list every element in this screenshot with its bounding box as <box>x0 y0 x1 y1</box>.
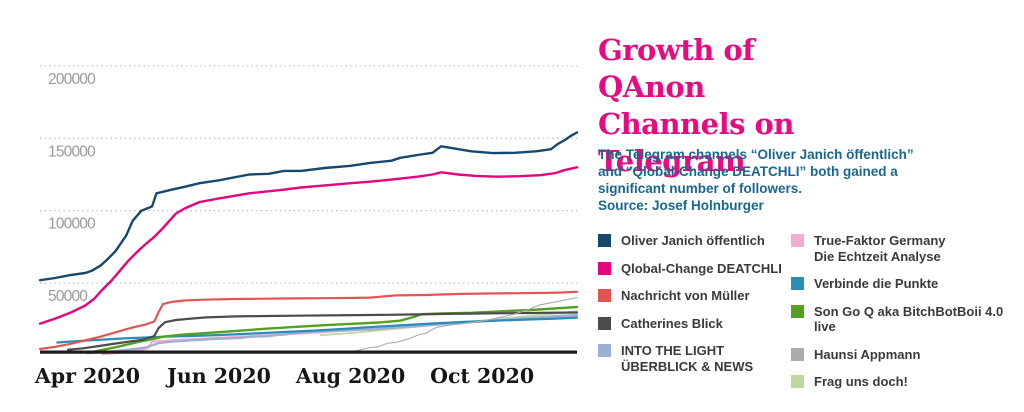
info-panel: Growth of QAnon Channels on Telegram The… <box>598 0 1024 412</box>
legend-item: Nachricht von Müller <box>598 288 791 304</box>
x-tick-label: Apr 2020 <box>34 364 140 388</box>
legend-item: Frag uns doch! <box>791 374 1024 390</box>
x-tick-label: Aug 2020 <box>295 364 405 388</box>
chart-description: The Telegram channels “Oliver Janich öff… <box>598 146 916 214</box>
y-tick-label: 50000 <box>48 288 88 305</box>
y-tick-label: 200000 <box>48 71 96 88</box>
legend-swatch <box>791 277 804 290</box>
series-line-8 <box>94 305 579 353</box>
legend-item: INTO THE LIGHT ÜBERBLICK & NEWS <box>598 343 791 374</box>
legend-column-right: True-Faktor Germany Die Echtzeit Analyse V… <box>791 233 1024 402</box>
legend-item: Son Go Q aka BitchBotBoii 4.0 live <box>791 304 1024 335</box>
y-tick-label: 150000 <box>48 143 96 160</box>
description-text: The Telegram channels “Oliver Janich öff… <box>598 147 914 196</box>
legend-label: Son Go Q aka BitchBotBoii 4.0 live <box>814 303 1004 335</box>
series-line-9 <box>354 297 578 352</box>
legend-swatch <box>791 347 804 361</box>
legend-item: Haunsi Appmann <box>791 347 1024 363</box>
legend-swatch <box>598 261 611 275</box>
series-line-1 <box>38 131 579 282</box>
page-title: Growth of QAnon Channels on Telegram <box>598 33 794 178</box>
legend-label: Catherines Blick <box>621 315 723 331</box>
legend: Oliver Janich öffentlich Qlobal-Change DE… <box>598 233 1024 402</box>
legend-label: Qlobal-Change DEATCHLI <box>621 260 782 276</box>
legend-swatch <box>791 375 804 388</box>
y-tick-label: 100000 <box>48 216 96 233</box>
x-tick-label: Oct 2020 <box>430 364 534 388</box>
legend-item: True-Faktor Germany Die Echtzeit Analyse <box>791 233 1024 264</box>
legend-swatch <box>791 304 804 318</box>
series-line-3 <box>38 290 579 351</box>
series-line-2 <box>38 166 579 325</box>
x-tick-label: Jun 2020 <box>165 364 271 388</box>
legend-label: Nachricht von Müller <box>621 288 750 303</box>
series-line-4 <box>66 311 579 351</box>
legend-swatch <box>598 344 611 357</box>
legend-label: Oliver Janich öffentlich <box>621 233 765 248</box>
source-credit: Source: Josef Holnburger <box>598 198 764 213</box>
legend-item: Oliver Janich öffentlich <box>598 233 791 249</box>
legend-swatch <box>598 289 611 302</box>
series-line-7 <box>56 316 579 344</box>
x-axis-line <box>40 350 577 354</box>
legend-label: Haunsi Appmann <box>814 346 921 362</box>
legend-label: INTO THE LIGHT ÜBERBLICK & NEWS <box>621 343 754 374</box>
legend-label: Frag uns doch! <box>814 374 908 389</box>
legend-item: Verbinde die Punkte <box>791 276 1024 292</box>
legend-swatch <box>598 316 611 330</box>
legend-column-left: Oliver Janich öffentlich Qlobal-Change DE… <box>598 233 791 402</box>
legend-item: Qlobal-Change DEATCHLI <box>598 261 791 277</box>
legend-label: True-Faktor Germany Die Echtzeit Analyse <box>814 233 946 264</box>
legend-item: Catherines Blick <box>598 316 791 332</box>
legend-label: Verbinde die Punkte <box>814 276 939 291</box>
legend-swatch <box>598 234 611 247</box>
legend-swatch <box>791 234 804 247</box>
